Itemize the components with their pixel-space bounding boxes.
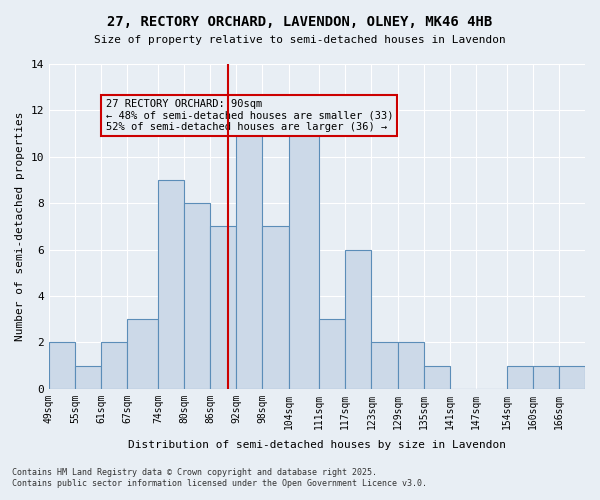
Text: 27 RECTORY ORCHARD: 90sqm
← 48% of semi-detached houses are smaller (33)
52% of : 27 RECTORY ORCHARD: 90sqm ← 48% of semi-… bbox=[106, 99, 393, 132]
Bar bbox=[398, 342, 424, 389]
Text: Contains HM Land Registry data © Crown copyright and database right 2025.
Contai: Contains HM Land Registry data © Crown c… bbox=[12, 468, 427, 487]
Bar bbox=[210, 226, 236, 389]
Bar bbox=[424, 366, 450, 389]
X-axis label: Distribution of semi-detached houses by size in Lavendon: Distribution of semi-detached houses by … bbox=[128, 440, 506, 450]
Bar bbox=[559, 366, 585, 389]
Bar bbox=[75, 366, 101, 389]
Bar bbox=[127, 319, 158, 389]
Bar bbox=[236, 110, 262, 389]
Bar bbox=[319, 319, 345, 389]
Bar bbox=[345, 250, 371, 389]
Bar bbox=[533, 366, 559, 389]
Y-axis label: Number of semi-detached properties: Number of semi-detached properties bbox=[15, 112, 25, 341]
Text: Size of property relative to semi-detached houses in Lavendon: Size of property relative to semi-detach… bbox=[94, 35, 506, 45]
Bar bbox=[371, 342, 398, 389]
Bar bbox=[262, 226, 289, 389]
Bar bbox=[49, 342, 75, 389]
Bar bbox=[101, 342, 127, 389]
Bar bbox=[289, 134, 319, 389]
Bar bbox=[184, 203, 210, 389]
Bar bbox=[158, 180, 184, 389]
Bar bbox=[506, 366, 533, 389]
Text: 27, RECTORY ORCHARD, LAVENDON, OLNEY, MK46 4HB: 27, RECTORY ORCHARD, LAVENDON, OLNEY, MK… bbox=[107, 15, 493, 29]
